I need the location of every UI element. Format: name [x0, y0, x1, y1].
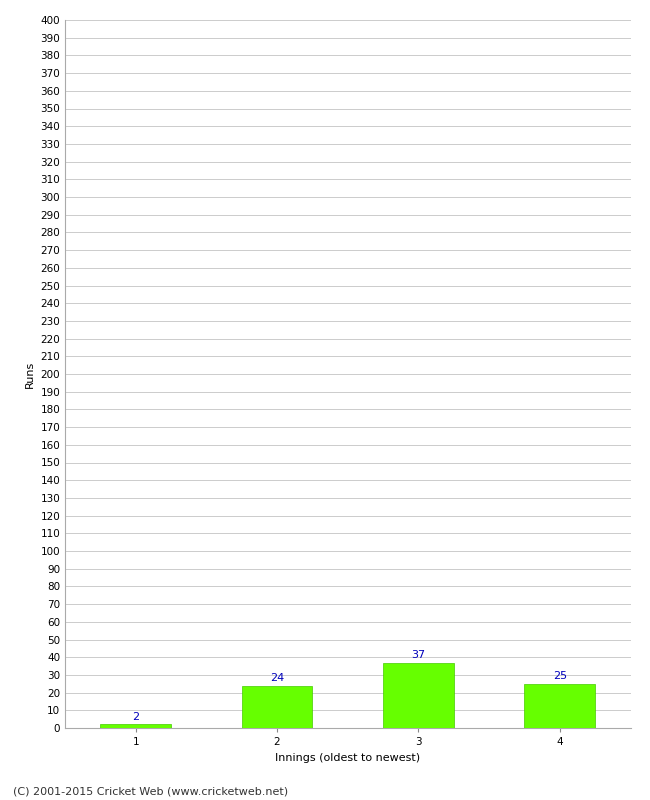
X-axis label: Innings (oldest to newest): Innings (oldest to newest): [275, 753, 421, 762]
Text: 2: 2: [132, 712, 139, 722]
Text: (C) 2001-2015 Cricket Web (www.cricketweb.net): (C) 2001-2015 Cricket Web (www.cricketwe…: [13, 786, 288, 796]
Bar: [383, 662, 454, 728]
Bar: [100, 725, 171, 728]
Bar: [242, 686, 313, 728]
Y-axis label: Runs: Runs: [25, 360, 35, 388]
Text: 25: 25: [552, 671, 567, 681]
Bar: [525, 684, 595, 728]
Text: 37: 37: [411, 650, 426, 660]
Text: 24: 24: [270, 673, 284, 683]
